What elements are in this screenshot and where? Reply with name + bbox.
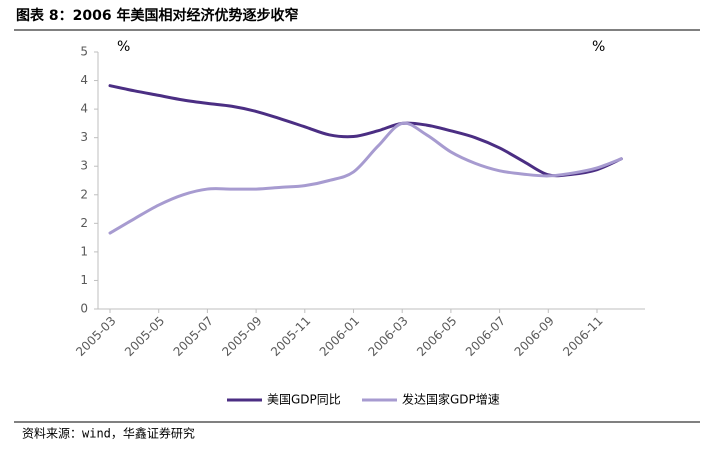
- y-tick-label: 1: [80, 244, 88, 258]
- legend-label: 美国GDP同比: [267, 393, 341, 407]
- y-tick-label: 1: [80, 273, 88, 287]
- y-tick-label: 4: [80, 102, 88, 116]
- source: 资料来源：wind，华鑫证券研究: [22, 426, 195, 441]
- x-tick-label: 2005-07: [171, 314, 216, 359]
- series-line: [108, 121, 623, 235]
- y-tick-label: 2: [80, 187, 88, 201]
- x-tick-label: 2005-11: [268, 314, 313, 359]
- x-tick-label: 2006-09: [512, 314, 557, 359]
- series-line: [108, 84, 623, 178]
- chart-title: 图表 8：2006 年美国相对经济优势逐步收窄: [16, 7, 298, 24]
- y-unit-right: %: [592, 39, 605, 55]
- x-tick-label: 2006-05: [414, 314, 459, 359]
- y-tick-label: 3: [80, 159, 88, 173]
- y-tick-label: 4: [80, 73, 88, 87]
- x-tick-label: 2006-11: [560, 314, 605, 359]
- y-tick-label: 5: [80, 45, 88, 59]
- legend-label: 发达国家GDP增速: [402, 392, 500, 407]
- y-tick-label: 3: [80, 130, 88, 144]
- x-tick-label: 2006-01: [317, 314, 362, 359]
- y-unit-left: %: [117, 39, 130, 55]
- x-tick-label: 2005-05: [122, 314, 167, 359]
- y-tick-label: 2: [80, 216, 88, 230]
- x-tick-label: 2006-03: [365, 314, 410, 359]
- x-tick-label: 2005-09: [219, 314, 264, 359]
- x-tick-label: 2006-07: [463, 314, 508, 359]
- y-tick-label: 0: [80, 302, 88, 316]
- x-tick-label: 2005-03: [73, 314, 118, 359]
